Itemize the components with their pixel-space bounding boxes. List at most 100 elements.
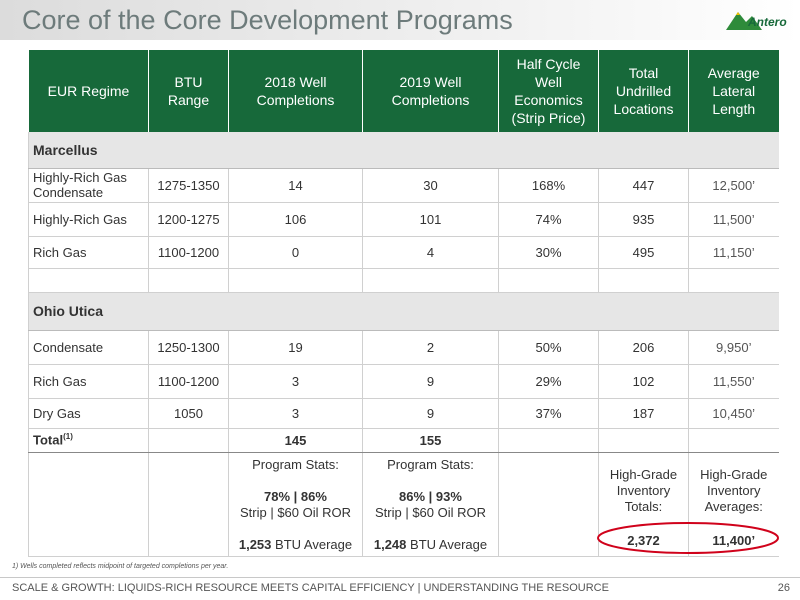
table-cell: 50% — [498, 330, 599, 365]
table-cell: 29% — [498, 364, 599, 399]
table-cell: 106 — [228, 202, 363, 237]
section-name: Ohio Utica — [28, 292, 779, 331]
stats-basis: Strip | $60 Oil ROR — [374, 504, 487, 520]
table-cell: 3 — [228, 364, 363, 399]
logo-peak — [736, 12, 740, 15]
program-stats: Program Stats: 86% | 93% Strip | $60 Oil … — [362, 452, 499, 557]
table-cell: 102 — [598, 364, 689, 399]
table-cell: 0 — [228, 236, 363, 269]
empty-cell — [362, 268, 499, 293]
stats-heading: Program Stats: — [252, 456, 339, 472]
footer-rule — [0, 577, 800, 578]
empty-cell — [28, 268, 149, 293]
table-cell: 11,500’ — [688, 202, 779, 237]
table-cell: Rich Gas — [28, 236, 149, 269]
total-value: 145 — [228, 428, 363, 453]
table-cell: 1250-1300 — [148, 330, 229, 365]
stats-btu: 1,253 BTU Average — [233, 537, 358, 553]
table-cell: 3 — [228, 398, 363, 429]
empty-cell — [688, 428, 779, 453]
empty-cell — [498, 428, 599, 453]
empty-cell — [598, 268, 689, 293]
btu-label: BTU Average — [275, 536, 353, 552]
logo: Antero — [726, 12, 787, 30]
spacer — [367, 521, 494, 537]
section-row: Marcellus — [28, 132, 779, 169]
stats-split: 86% | 93% — [399, 488, 462, 504]
table-cell: Highly-Rich Gas — [28, 202, 149, 237]
empty-cell — [148, 268, 229, 293]
empty-cell — [498, 268, 599, 293]
column-header: EUR Regime — [28, 50, 149, 132]
table-cell: 101 — [362, 202, 499, 237]
data-row: Highly-Rich Gas 1200-1275 106 101 74% 935 11,5… — [28, 202, 779, 237]
table-cell: 495 — [598, 236, 689, 269]
spacer — [367, 473, 494, 489]
table-cell: 30% — [498, 236, 599, 269]
table-cell: 1200-1275 — [148, 202, 229, 237]
table-cell: 30 — [362, 168, 499, 203]
column-header: BTU Range — [148, 50, 229, 132]
table-cell: Condensate — [28, 330, 149, 365]
table-cell: 37% — [498, 398, 599, 429]
data-row: Condensate 1250-1300 19 2 50% 206 9,950’ — [28, 330, 779, 365]
table-cell: 206 — [598, 330, 689, 365]
inventory-heading: High-Grade Inventory Averages: — [700, 466, 768, 514]
table-cell: 9 — [362, 398, 499, 429]
data-row: Highly-Rich Gas Condensate 1275-1350 14 30 1… — [28, 168, 779, 203]
table-cell: Dry Gas — [28, 398, 149, 429]
table-cell: 1100-1200 — [148, 364, 229, 399]
column-header: Total Undrilled Locations — [598, 50, 689, 132]
btu-value: 1,253 — [238, 536, 272, 552]
empty-cell — [148, 428, 229, 453]
stats-btu: 1,248 BTU Average — [367, 537, 494, 553]
data-row: Rich Gas 1100-1200 3 9 29% 102 11,550’ — [28, 364, 779, 399]
column-header: 2019 Well Completions — [362, 50, 499, 132]
btu-label: BTU Average — [410, 536, 488, 552]
spacer — [233, 473, 358, 489]
total-note: (1) — [63, 432, 73, 442]
spacer-row — [28, 268, 779, 293]
table-cell: 10,450’ — [688, 398, 779, 429]
empty-cell — [598, 428, 689, 453]
table-cell: 14 — [228, 168, 363, 203]
empty-cell — [228, 268, 363, 293]
inventory-stats: High-Grade Inventory Totals: 2,372 — [598, 452, 689, 557]
stats-heading: Program Stats: — [387, 456, 474, 472]
data-row: Dry Gas 1050 3 9 37% 187 10,450’ — [28, 398, 779, 429]
inventory-value: 2,372 — [627, 532, 660, 548]
table-cell: 935 — [598, 202, 689, 237]
total-label: Total(1) — [28, 428, 149, 453]
empty-cell — [28, 452, 149, 557]
table-cell: 2 — [362, 330, 499, 365]
inventory-heading: High-Grade Inventory Totals: — [609, 466, 678, 514]
total-text: Total — [33, 432, 64, 448]
table-cell: 12,500’ — [688, 168, 779, 203]
table-cell: 9,950’ — [688, 330, 779, 365]
empty-cell — [148, 452, 229, 557]
header-row: EUR Regime BTU Range 2018 Well Completions… — [28, 50, 779, 132]
data-row: Rich Gas 1100-1200 0 4 30% 495 11,150’ — [28, 236, 779, 269]
table-cell: 447 — [598, 168, 689, 203]
slide-title: Core of the Core Development Programs — [22, 5, 513, 35]
inventory-stats: High-Grade Inventory Averages: 11,400’ — [688, 452, 779, 557]
column-header: Half Cycle Well Economics (Strip Price) — [498, 50, 599, 132]
total-value: 155 — [362, 428, 499, 453]
footnote: 1) Wells completed reflects midpoint of … — [12, 563, 229, 570]
table-cell: 74% — [498, 202, 599, 237]
btu-value: 1,248 — [373, 536, 407, 552]
table-cell: Rich Gas — [28, 364, 149, 399]
page-number: 26 — [777, 582, 790, 594]
spacer — [233, 521, 358, 537]
table-cell: 1100-1200 — [148, 236, 229, 269]
stats-basis: Strip | $60 Oil ROR — [239, 504, 352, 520]
table-cell: 1050 — [148, 398, 229, 429]
section-row: Ohio Utica — [28, 292, 779, 331]
table-cell: 1275-1350 — [148, 168, 229, 203]
table-cell: 11,550’ — [688, 364, 779, 399]
stats-split: 78% | 86% — [264, 488, 327, 504]
table-cell: 19 — [228, 330, 363, 365]
empty-cell — [498, 452, 599, 557]
title-bar: Core of the Core Development Programs An… — [0, 0, 800, 40]
